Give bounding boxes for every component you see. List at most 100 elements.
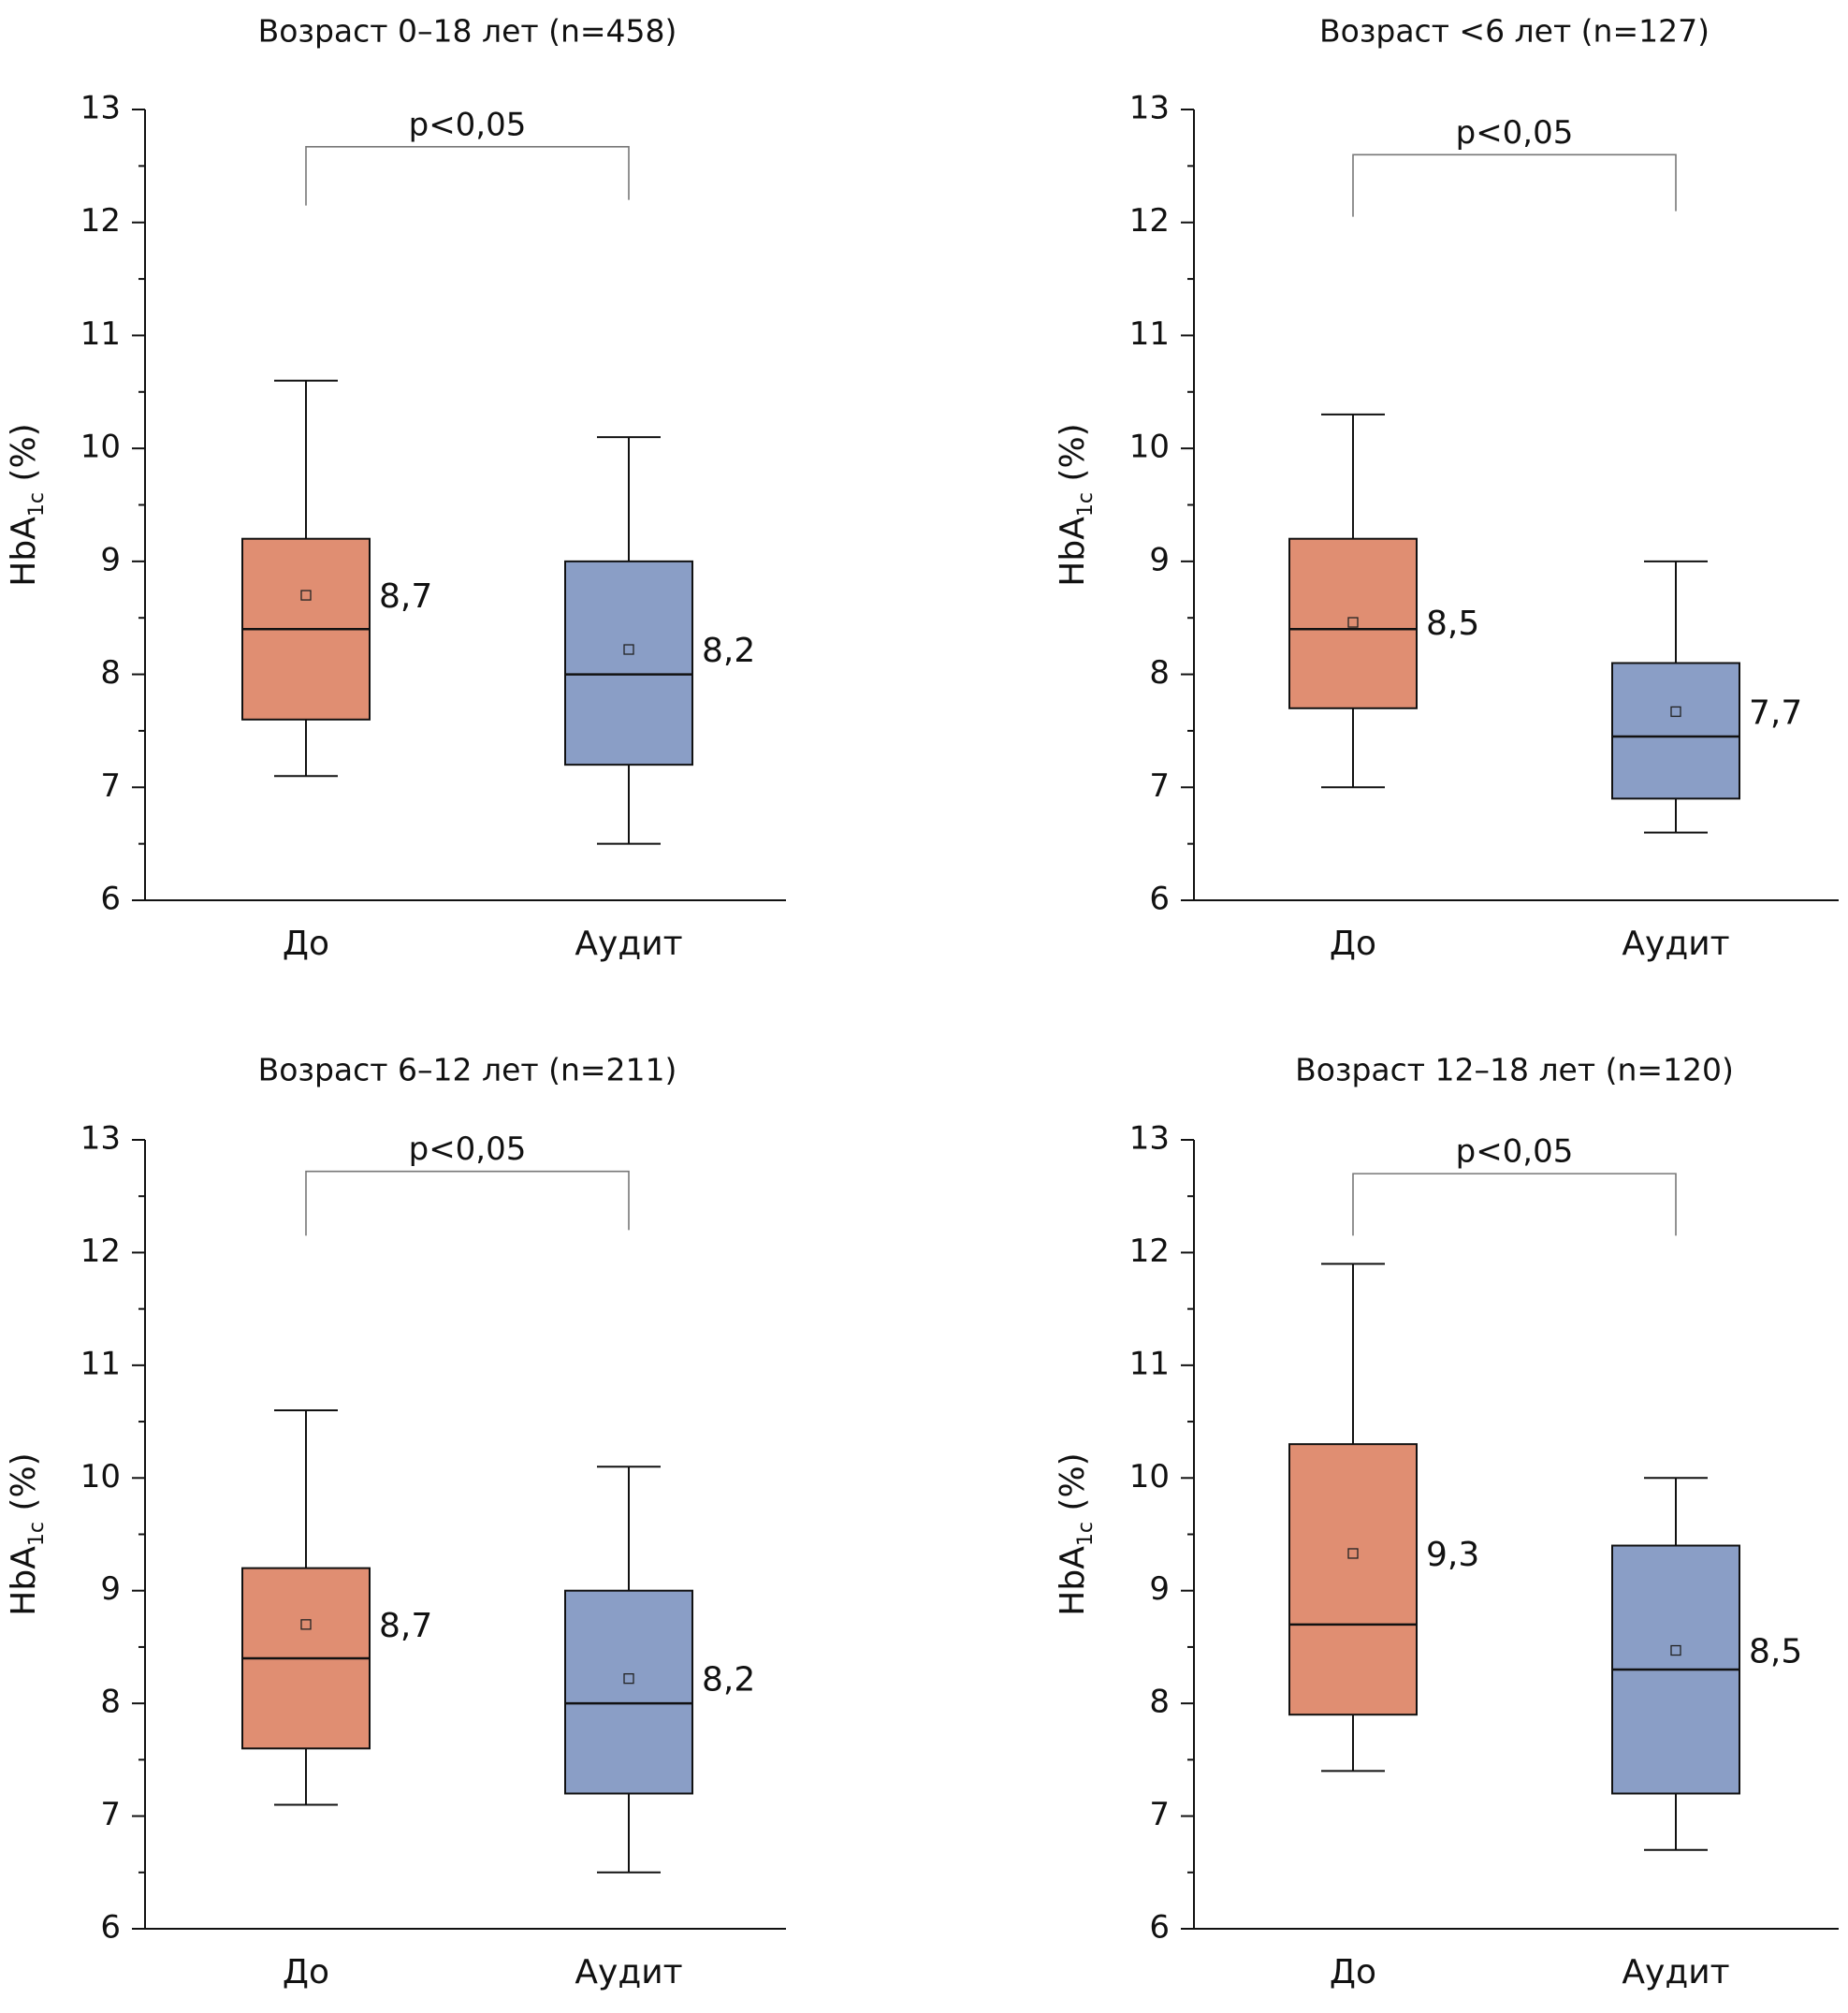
y-tick-label: 11	[80, 315, 121, 353]
y-tick-label: 8	[100, 654, 121, 692]
y-axis-label-main: HbA	[5, 517, 43, 587]
y-tick-label: 7	[100, 1796, 121, 1833]
y-tick-label: 10	[80, 429, 121, 466]
y-axis-label-sub: 1c	[25, 492, 49, 517]
mean-value-label: 7,7	[1749, 693, 1802, 732]
mean-marker	[623, 644, 634, 655]
box-do: 8,7	[241, 1409, 432, 1806]
y-tick-label: 9	[1149, 1570, 1170, 1608]
y-tick-label: 9	[100, 1570, 121, 1608]
y-tick-label: 12	[1129, 202, 1170, 240]
y-tick-label: 7	[1149, 1796, 1170, 1833]
y-tick-label: 10	[1129, 429, 1170, 466]
y-tick-label: 13	[80, 90, 121, 127]
y-tick-label: 8	[1149, 1684, 1170, 1721]
mean-marker	[1347, 1548, 1359, 1559]
y-tick-label: 9	[100, 541, 121, 578]
box-do: 8,7	[241, 379, 432, 778]
x-category-label: До	[283, 925, 329, 963]
y-axis-label-unit: (%)	[5, 423, 43, 492]
chart-panel-3: Возраст 6–12 лет (n=211) 6 7 8 9 10 11 12 13 HbA1…	[5, 1052, 786, 1991]
y-axis-label-main: HbA	[5, 1546, 43, 1616]
significance-bracket	[305, 1170, 630, 1236]
y-tick-label: 12	[1129, 1233, 1170, 1270]
y-tick-label: 12	[80, 1233, 121, 1270]
y-axis-label-unit: (%)	[1054, 1452, 1092, 1522]
mean-marker	[623, 1672, 634, 1685]
box-audit: 7,7	[1611, 560, 1802, 834]
y-tick-label: 6	[100, 1909, 121, 1947]
mean-value-label: 9,3	[1426, 1536, 1479, 1574]
chart-panel-2: Возраст <6 лет (n=127) 6 7 8 9 10 11 12 13 HbA1c …	[1054, 13, 1839, 963]
mean-marker	[1670, 706, 1681, 718]
box-body	[1288, 537, 1418, 709]
box-do: 9,3	[1288, 1262, 1479, 1772]
y-tick-label: 13	[1129, 1120, 1170, 1158]
box-audit: 8,5	[1611, 1477, 1802, 1851]
y-axis-label: HbA1c (%)	[5, 423, 49, 586]
mean-marker	[300, 1619, 312, 1630]
y-tick-label: 13	[1129, 90, 1170, 127]
y-axis-label-main: HbA	[1054, 517, 1092, 587]
y-tick-label: 7	[100, 767, 121, 805]
significance-label: p<0,05	[409, 1130, 527, 1168]
y-tick-label: 10	[1129, 1458, 1170, 1495]
y-tick-label: 7	[1149, 767, 1170, 805]
significance-label: p<0,05	[1456, 114, 1574, 152]
box-do: 8,5	[1288, 413, 1479, 789]
y-tick-label: 12	[80, 202, 121, 240]
x-category-label: До	[283, 1953, 329, 1991]
x-category-label: До	[1330, 925, 1376, 963]
y-axis-label-unit: (%)	[5, 1452, 43, 1522]
box-audit: 8,2	[564, 436, 755, 845]
mean-value-label: 8,7	[379, 577, 432, 616]
chart-panel-4: Возраст 12–18 лет (n=120) 6 7 8 9 10 11 12 13 HbA…	[1054, 1052, 1839, 1991]
mean-value-label: 8,5	[1426, 605, 1479, 643]
y-tick-label: 10	[80, 1458, 121, 1495]
mean-marker	[1670, 1644, 1681, 1656]
y-tick-label: 11	[80, 1345, 121, 1382]
y-axis-label: HbA1c (%)	[5, 1452, 49, 1615]
mean-value-label: 8,5	[1749, 1633, 1802, 1671]
significance-bracket	[305, 146, 630, 206]
significance-bracket	[1352, 153, 1677, 217]
chart-title: Возраст <6 лет (n=127)	[1319, 13, 1710, 50]
y-tick-label: 6	[100, 881, 121, 918]
x-category-label: Аудит	[575, 925, 682, 963]
y-axis-label: HbA1c (%)	[1054, 423, 1098, 586]
chart-title: Возраст 6–12 лет (n=211)	[258, 1052, 677, 1088]
y-tick-label: 11	[1129, 1345, 1170, 1382]
y-axis-label-sub: 1c	[25, 1522, 49, 1546]
box-body	[1288, 1443, 1418, 1716]
y-tick-label: 8	[100, 1684, 121, 1721]
y-axis-label-sub: 1c	[1074, 1522, 1098, 1546]
mean-value-label: 8,2	[702, 1661, 755, 1699]
y-tick-label: 6	[1149, 1909, 1170, 1947]
mean-value-label: 8,2	[702, 632, 755, 670]
chart-title: Возраст 12–18 лет (n=120)	[1295, 1052, 1734, 1088]
y-tick-label: 13	[80, 1120, 121, 1158]
y-tick-label: 11	[1129, 315, 1170, 353]
x-category-label: Аудит	[575, 1953, 682, 1991]
chart-title: Возраст 0–18 лет (n=458)	[258, 13, 677, 50]
box-body	[564, 560, 693, 766]
box-body	[564, 1589, 693, 1795]
y-axis-label-main: HbA	[1054, 1546, 1092, 1616]
mean-marker	[1347, 617, 1359, 628]
y-axis-label: HbA1c (%)	[1054, 1452, 1098, 1615]
y-tick-label: 8	[1149, 654, 1170, 692]
x-category-label: Аудит	[1622, 1953, 1729, 1991]
chart-panel-1: Возраст 0–18 лет (n=458) 6 7 8 9 10 11 12 13 HbA1…	[5, 13, 786, 963]
x-category-label: Аудит	[1622, 925, 1729, 963]
mean-value-label: 8,7	[379, 1607, 432, 1645]
x-category-label: До	[1330, 1953, 1376, 1991]
y-axis-label-unit: (%)	[1054, 423, 1092, 492]
y-tick-label: 9	[1149, 541, 1170, 578]
y-tick-label: 6	[1149, 881, 1170, 918]
mean-marker	[300, 590, 312, 601]
significance-label: p<0,05	[1456, 1133, 1574, 1171]
y-axis-label-sub: 1c	[1074, 492, 1098, 517]
significance-label: p<0,05	[409, 106, 527, 143]
significance-bracket	[1352, 1173, 1677, 1236]
